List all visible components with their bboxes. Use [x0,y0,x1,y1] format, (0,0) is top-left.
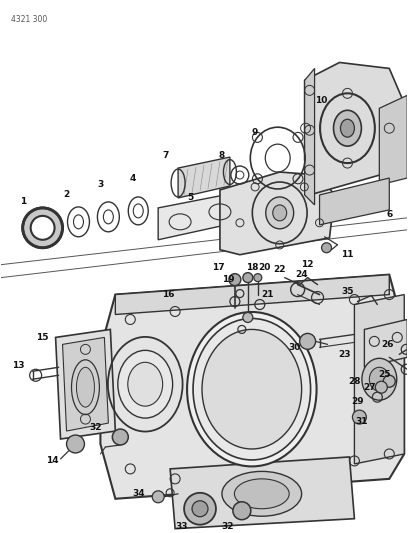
Ellipse shape [222,471,302,516]
Text: 28: 28 [348,377,361,386]
Text: 8: 8 [219,151,225,159]
Ellipse shape [76,367,94,407]
Text: 12: 12 [302,260,314,269]
Text: 15: 15 [36,333,49,342]
Text: 5: 5 [187,193,193,203]
Text: 34: 34 [132,489,144,498]
Circle shape [233,502,251,520]
Polygon shape [62,337,109,431]
Polygon shape [379,95,407,185]
Text: 32: 32 [222,522,234,531]
Text: 13: 13 [13,361,25,370]
Circle shape [243,273,253,282]
Text: 4321 300: 4321 300 [11,14,47,23]
Circle shape [31,216,55,240]
Text: 19: 19 [222,275,234,284]
Circle shape [229,273,241,286]
Text: 21: 21 [262,290,274,299]
Polygon shape [100,274,404,499]
Text: 31: 31 [355,417,368,425]
Text: 4: 4 [129,174,135,182]
Ellipse shape [266,197,294,229]
Text: 10: 10 [315,96,328,105]
Text: 29: 29 [351,397,364,406]
Text: 18: 18 [246,263,258,272]
Polygon shape [158,192,240,240]
Text: 32: 32 [89,423,102,432]
Text: 35: 35 [341,287,354,296]
Text: 9: 9 [252,128,258,136]
Text: 22: 22 [273,265,286,274]
Text: 23: 23 [338,350,351,359]
Text: 26: 26 [381,340,394,349]
Text: 30: 30 [288,343,301,352]
Polygon shape [355,295,404,464]
Polygon shape [178,157,230,198]
Polygon shape [319,178,389,225]
Circle shape [353,410,366,424]
Ellipse shape [369,367,389,391]
Circle shape [322,243,332,253]
Ellipse shape [128,362,163,406]
Text: 20: 20 [259,263,271,272]
Text: 24: 24 [295,270,308,279]
Text: 7: 7 [162,151,169,159]
Text: 2: 2 [63,190,70,199]
Text: 11: 11 [341,250,354,259]
Circle shape [375,381,387,393]
Text: 16: 16 [162,290,174,299]
Text: 33: 33 [176,522,188,531]
Circle shape [23,208,62,248]
Text: 3: 3 [97,181,104,190]
Circle shape [152,491,164,503]
Text: 6: 6 [386,211,392,220]
Circle shape [192,501,208,516]
Polygon shape [170,457,355,529]
Ellipse shape [187,312,317,466]
Text: 25: 25 [378,370,390,379]
Polygon shape [364,319,407,367]
Text: 27: 27 [363,383,376,392]
Ellipse shape [362,358,397,400]
Circle shape [184,493,216,524]
Ellipse shape [234,479,289,508]
Circle shape [243,312,253,322]
Circle shape [67,435,84,453]
Polygon shape [55,329,115,439]
Ellipse shape [193,319,310,460]
Circle shape [299,334,315,349]
Text: 14: 14 [46,456,59,465]
Circle shape [383,375,395,387]
Ellipse shape [118,350,173,418]
Circle shape [254,273,262,281]
Text: 17: 17 [212,263,224,272]
Ellipse shape [340,119,355,137]
Polygon shape [220,172,335,255]
Polygon shape [305,68,315,205]
Polygon shape [115,274,389,314]
Text: 1: 1 [20,197,26,206]
Polygon shape [305,62,407,195]
Ellipse shape [333,110,361,146]
Ellipse shape [273,205,287,221]
Circle shape [112,429,128,445]
Ellipse shape [202,329,302,449]
